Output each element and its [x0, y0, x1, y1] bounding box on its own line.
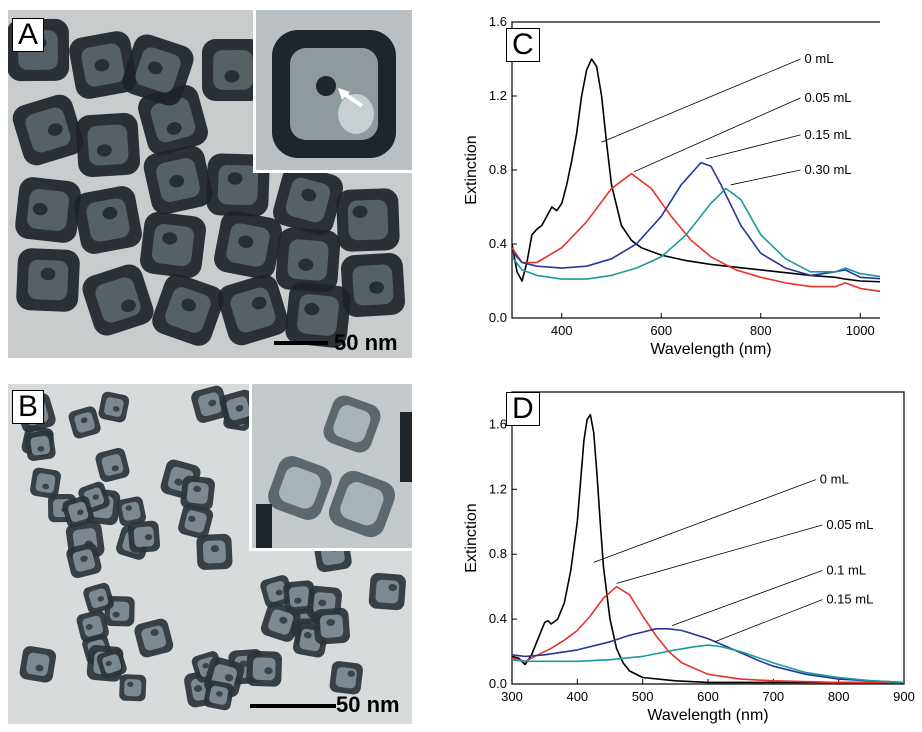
annotation-leader	[633, 97, 801, 173]
x-tick-label: 400	[566, 689, 588, 704]
annotation-label: 0.15 mL	[826, 592, 873, 607]
y-tick-label: 1.6	[489, 14, 507, 29]
x-tick-label: 600	[650, 323, 672, 338]
series-line-0.05-mL	[512, 585, 904, 684]
y-axis-label: Extinction	[463, 503, 480, 572]
y-axis-label: Extinction	[463, 135, 480, 204]
tem-image-b	[8, 384, 412, 724]
annotation-leader	[593, 479, 816, 563]
scale-bar-a	[274, 341, 328, 345]
annotation-leader	[714, 599, 823, 643]
y-tick-label: 0.0	[489, 310, 507, 325]
x-tick-label: 700	[762, 689, 784, 704]
panel-label-b: B	[12, 390, 45, 424]
y-tick-label: 1.2	[489, 481, 507, 496]
series-line-0-mL	[512, 413, 904, 684]
panel-a: A 50 nm	[8, 10, 412, 358]
x-tick-label: 900	[893, 689, 915, 704]
annotation-label: 0.05 mL	[805, 90, 852, 105]
series-line-0-mL	[512, 58, 880, 283]
x-tick-label: 300	[501, 689, 523, 704]
annotation-label: 0 mL	[805, 51, 834, 66]
annotation-leader	[601, 58, 801, 143]
x-tick-label: 400	[551, 323, 573, 338]
particles	[8, 18, 406, 348]
annotation-label: 0 mL	[820, 472, 849, 487]
annotation-leader	[616, 524, 823, 584]
y-tick-label: 0.4	[489, 611, 507, 626]
chart-c: 400 600 800 1000 0.0 0.4 0.8 1.2 1.6 Wavelength (…	[463, 14, 880, 358]
scale-bar-label-a: 50 nm	[334, 330, 398, 355]
panel-b: B 50 nm	[8, 384, 412, 724]
series-line-0.15-mL	[512, 644, 904, 684]
annotation-label: 0.05 mL	[826, 517, 873, 532]
y-tick-label: 1.2	[489, 88, 507, 103]
x-tick-label: 800	[750, 323, 772, 338]
series-line-0.1-mL	[512, 628, 904, 684]
annotation-label: 0.15 mL	[805, 127, 852, 142]
annotation-label: 0.30 mL	[805, 162, 852, 177]
tem-image-a	[8, 10, 412, 358]
panel-label-d: D	[506, 392, 540, 426]
panel-label-c: C	[506, 28, 540, 62]
annotation-leader	[730, 169, 801, 186]
annotation-label: 0.1 mL	[826, 562, 866, 577]
scale-bar-label-b: 50 nm	[336, 692, 400, 717]
series-line-0.15-mL	[512, 161, 880, 280]
x-tick-label: 600	[697, 689, 719, 704]
x-axis-label: Wavelength (nm)	[647, 707, 768, 724]
x-tick-label: 800	[828, 689, 850, 704]
y-tick-label: 0.0	[489, 676, 507, 691]
x-axis-label: Wavelength (nm)	[650, 341, 771, 358]
y-tick-label: 1.6	[489, 416, 507, 431]
y-tick-label: 0.8	[489, 546, 507, 561]
x-tick-label: 500	[632, 689, 654, 704]
series-line-0.30-mL	[512, 187, 880, 280]
y-tick-label: 0.4	[489, 236, 507, 251]
series-line-0.05-mL	[512, 172, 880, 293]
annotation-leader	[671, 570, 823, 626]
annotation-leader	[705, 134, 801, 160]
y-tick-label: 0.8	[489, 162, 507, 177]
chart-d: 300 400 500 600 700 800 900 0.0 0.4 0.8 1.2 1.6 Wave…	[463, 391, 915, 724]
panel-label-a: A	[12, 18, 45, 52]
x-tick-label: 1000	[846, 323, 875, 338]
scale-bar-b	[250, 704, 336, 708]
plot-frame	[511, 391, 905, 685]
